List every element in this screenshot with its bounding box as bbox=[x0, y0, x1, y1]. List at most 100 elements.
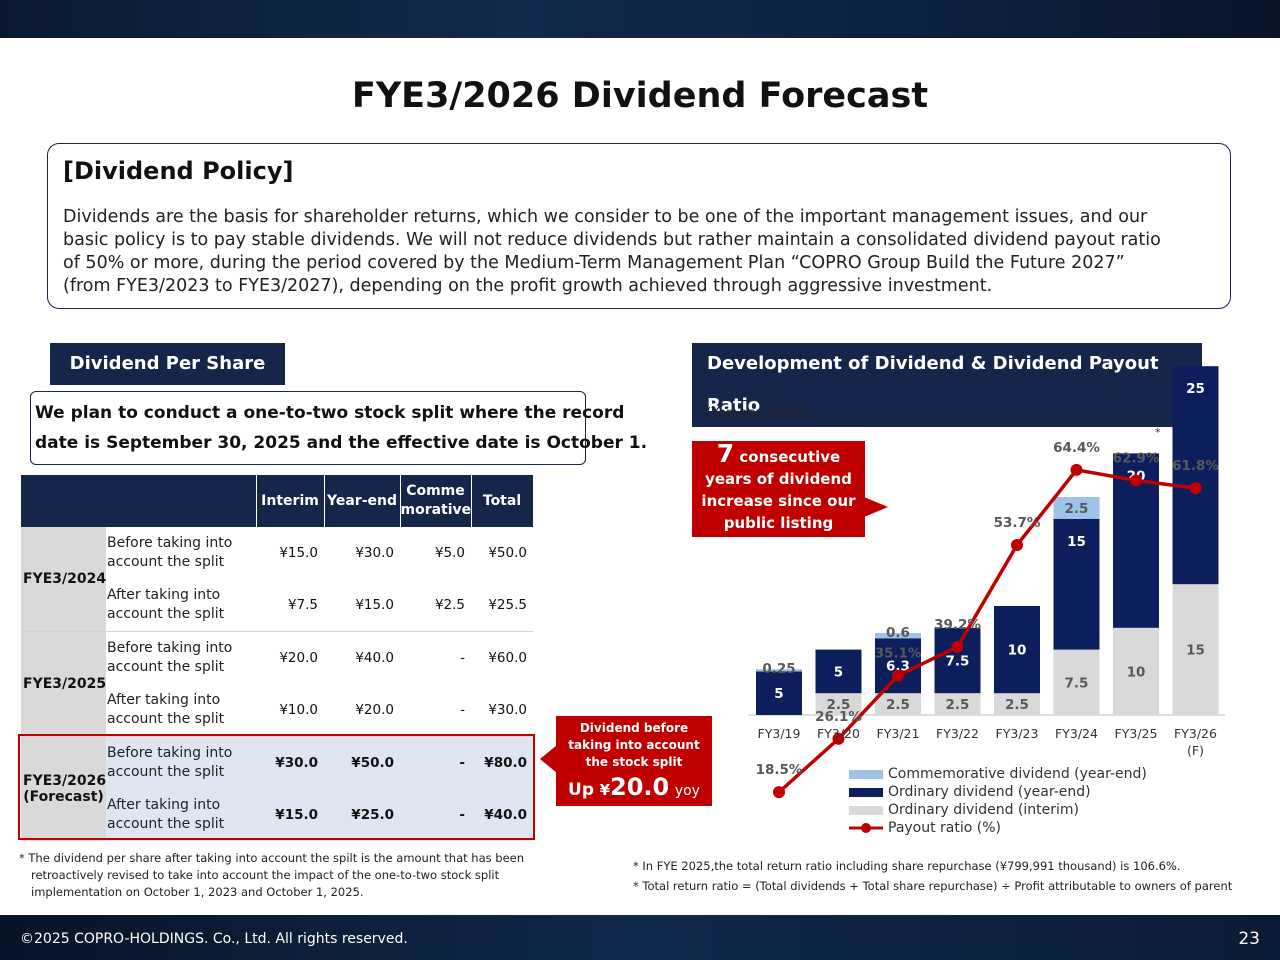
chart-x-labels: FY3/19 FY3/20 FY3/21 FY3/22 FY3/23 FY3/24 FY3/… bbox=[758, 726, 1217, 758]
table-row: After taking into account the split ¥7.5 … bbox=[21, 579, 533, 632]
bar-segment bbox=[994, 606, 1040, 694]
chart-unit-label: (Yen per share) bbox=[706, 405, 809, 421]
year-end-cell: ¥25.0 bbox=[324, 789, 400, 841]
badge-line: years of dividend bbox=[705, 470, 852, 488]
bar-value-label: 10 bbox=[1127, 664, 1146, 680]
bar-segment bbox=[875, 638, 921, 694]
payout-ratio-point bbox=[1130, 474, 1142, 487]
commemorative-cell: - bbox=[400, 789, 471, 841]
payout-ratio-label: 35.1% bbox=[875, 646, 922, 662]
legend-swatch bbox=[849, 805, 883, 815]
total-cell: ¥25.5 bbox=[488, 597, 527, 613]
badge-number: 7 bbox=[716, 439, 735, 468]
bar-value-label: 15 bbox=[1067, 534, 1086, 550]
dps-heading: Dividend Per Share bbox=[50, 343, 285, 385]
payout-ratio-point bbox=[773, 786, 785, 799]
payout-ratio-label: 26.1% bbox=[815, 709, 862, 725]
dps-footnote: * The dividend per share after taking in… bbox=[19, 851, 525, 899]
x-tick-label: FY3/20 bbox=[817, 726, 860, 741]
page-title: FYE3/2026 Dividend Forecast bbox=[351, 76, 929, 116]
total-cell: ¥60.0 bbox=[471, 631, 533, 684]
dividend-table: Interim Year-end Comme morative Total FYE… bbox=[21, 475, 534, 841]
x-tick-label: FY3/24 bbox=[1055, 726, 1098, 741]
row-label: Before taking into account the split bbox=[106, 631, 256, 684]
commemorative-cell: - bbox=[460, 702, 465, 718]
bar-segment bbox=[756, 671, 802, 715]
dividend-policy-box bbox=[47, 143, 1231, 309]
commemorative-cell: ¥5.0 bbox=[434, 545, 465, 561]
table-row: After taking into account the split ¥15.0… bbox=[21, 789, 533, 841]
payout-ratio-point bbox=[1070, 463, 1083, 476]
interim-cell: ¥10.0 bbox=[279, 702, 318, 718]
callout-amount: 20.0 bbox=[610, 773, 670, 801]
header-comm-2: morative bbox=[400, 502, 472, 518]
bar-value-label: 2.5 bbox=[827, 697, 851, 713]
chart-heading: Development of Dividend & Dividend Payou… bbox=[692, 343, 1202, 427]
copyright-text: ©2025 COPRO-HOLDINGS. Co., Ltd. All righ… bbox=[20, 931, 408, 947]
year-end-cell: ¥15.0 bbox=[355, 597, 394, 613]
split-note-line: date is September 30, 2025 and the effec… bbox=[35, 433, 648, 453]
bar-segment bbox=[1172, 584, 1219, 715]
callout-line: the stock split bbox=[585, 755, 683, 769]
legend-line-icon bbox=[849, 823, 883, 833]
year-cell: FYE3/2025 bbox=[21, 631, 106, 737]
payout-ratio-label: 53.7% bbox=[994, 515, 1041, 531]
bar-segment bbox=[875, 633, 921, 639]
commemorative-cell: - bbox=[400, 631, 471, 684]
legend-item: Ordinary dividend (interim) bbox=[849, 801, 1147, 819]
header-commemorative: Comme morative bbox=[400, 475, 472, 527]
row-label: After taking into account the split bbox=[107, 587, 225, 622]
bar-value-label: 2.5 bbox=[1005, 697, 1029, 713]
year-end-cell: ¥40.0 bbox=[324, 631, 400, 684]
bar-value-label: 25 bbox=[1186, 381, 1205, 397]
header-total: Total bbox=[471, 475, 534, 527]
year-end-cell: ¥20.0 bbox=[355, 702, 394, 718]
legend-swatch bbox=[849, 787, 883, 797]
header-year-end: Year-end bbox=[324, 475, 401, 527]
bar-segment bbox=[815, 693, 862, 715]
policy-line: basic policy is to pay stable dividends.… bbox=[63, 230, 1161, 250]
chart-footnote: * In FYE 2025,the total return ratio inc… bbox=[633, 859, 1233, 893]
bar-value-label: 7.5 bbox=[1065, 675, 1089, 691]
chart-bars: 5 0.25 2.5 5 2.5 6.3 0.6 2.5 7.5 2.5 10 7.5 15 2.5 10 2… bbox=[748, 366, 1225, 716]
policy-line: Dividends are the basis for shareholder … bbox=[63, 207, 1148, 227]
payout-ratio-label: 18.5% bbox=[756, 762, 803, 778]
bar-segment bbox=[1053, 649, 1100, 715]
interim-cell: ¥15.0 bbox=[256, 789, 324, 841]
payout-ratio-point bbox=[832, 732, 845, 745]
legend-swatch bbox=[849, 769, 883, 779]
bar-segment bbox=[875, 693, 921, 715]
legend-item: Commemorative dividend (year-end) bbox=[849, 765, 1147, 783]
bar-segment bbox=[994, 693, 1040, 715]
total-cell: ¥30.0 bbox=[488, 702, 527, 718]
year-cell: FYE3/2024 bbox=[21, 527, 106, 632]
payout-ratio-label: 64.4% bbox=[1053, 440, 1100, 456]
bar-value-label: 2.5 bbox=[1065, 501, 1089, 517]
interim-cell: ¥30.0 bbox=[256, 736, 324, 789]
payout-ratio-label: 62.9% bbox=[1113, 450, 1160, 466]
table-row: FYE3/2024 Before taking into account the … bbox=[21, 527, 533, 632]
chart-legend: Commemorative dividend (year-end) Ordina… bbox=[849, 765, 1147, 837]
callout-line: taking into account bbox=[568, 738, 700, 752]
payout-ratio-point bbox=[892, 669, 904, 682]
x-tick-sublabel: (F) bbox=[1187, 743, 1204, 758]
commemorative-cell: ¥2.5 bbox=[434, 597, 465, 613]
policy-heading: [Dividend Policy] bbox=[63, 157, 294, 185]
row-label: After taking into account the split bbox=[106, 789, 256, 841]
badge-line: increase since our bbox=[701, 492, 856, 510]
bar-value-label: 10 bbox=[1008, 643, 1027, 659]
commemorative-cell: - bbox=[400, 736, 471, 789]
table-header-row: Interim Year-end Comme morative Total bbox=[21, 475, 534, 527]
total-cell: ¥40.0 bbox=[471, 789, 533, 841]
interim-cell: ¥7.5 bbox=[287, 597, 318, 613]
header-comm-1: Comme bbox=[406, 483, 465, 499]
bar-value-label: 0.25 bbox=[762, 661, 795, 677]
callout-line: Dividend before bbox=[579, 721, 689, 735]
badge-line: consecutive bbox=[739, 448, 841, 466]
payout-ratio-label: 39.2% bbox=[934, 617, 981, 633]
policy-text: Dividends are the basis for shareholder … bbox=[63, 206, 1223, 298]
bar-value-label: 2.5 bbox=[886, 697, 910, 713]
asterisk-mark: * bbox=[1155, 426, 1161, 439]
bar-value-label: 7.5 bbox=[946, 654, 970, 670]
